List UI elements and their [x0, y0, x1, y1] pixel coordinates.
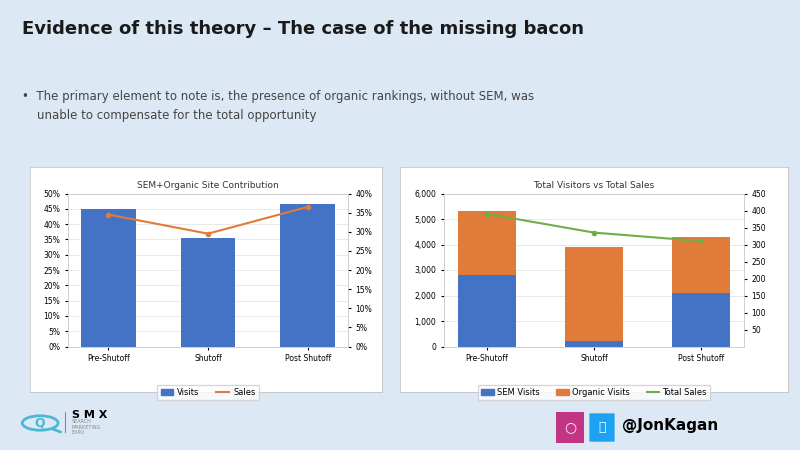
Bar — [458, 212, 517, 275]
Text: 🐦: 🐦 — [598, 421, 606, 434]
Text: •  The primary element to note is, the presence of organic rankings, without SEM: • The primary element to note is, the pr… — [22, 90, 534, 122]
Text: SEARCH: SEARCH — [71, 419, 91, 424]
Title: SEM+Organic Site Contribution: SEM+Organic Site Contribution — [137, 181, 279, 190]
Legend: Visits, Sales: Visits, Sales — [158, 385, 258, 400]
Text: Evidence of this theory – The case of the missing bacon: Evidence of this theory – The case of th… — [22, 20, 584, 38]
Bar — [181, 238, 235, 346]
Text: MARKETING: MARKETING — [71, 424, 101, 430]
Text: EXPO: EXPO — [71, 430, 85, 435]
Text: Q: Q — [35, 417, 46, 429]
Bar — [280, 204, 335, 346]
Bar — [565, 247, 623, 342]
Bar — [81, 209, 136, 346]
Bar — [671, 293, 730, 346]
FancyBboxPatch shape — [590, 413, 614, 442]
Text: @JonKagan: @JonKagan — [622, 418, 718, 433]
Legend: SEM Visits, Organic Visits, Total Sales: SEM Visits, Organic Visits, Total Sales — [478, 385, 710, 400]
Title: Total Visitors vs Total Sales: Total Visitors vs Total Sales — [534, 181, 654, 190]
Text: ○: ○ — [564, 420, 576, 435]
Bar — [458, 275, 517, 346]
Text: S M X: S M X — [71, 410, 107, 420]
FancyBboxPatch shape — [554, 409, 586, 446]
Bar — [671, 237, 730, 293]
Bar — [565, 342, 623, 346]
